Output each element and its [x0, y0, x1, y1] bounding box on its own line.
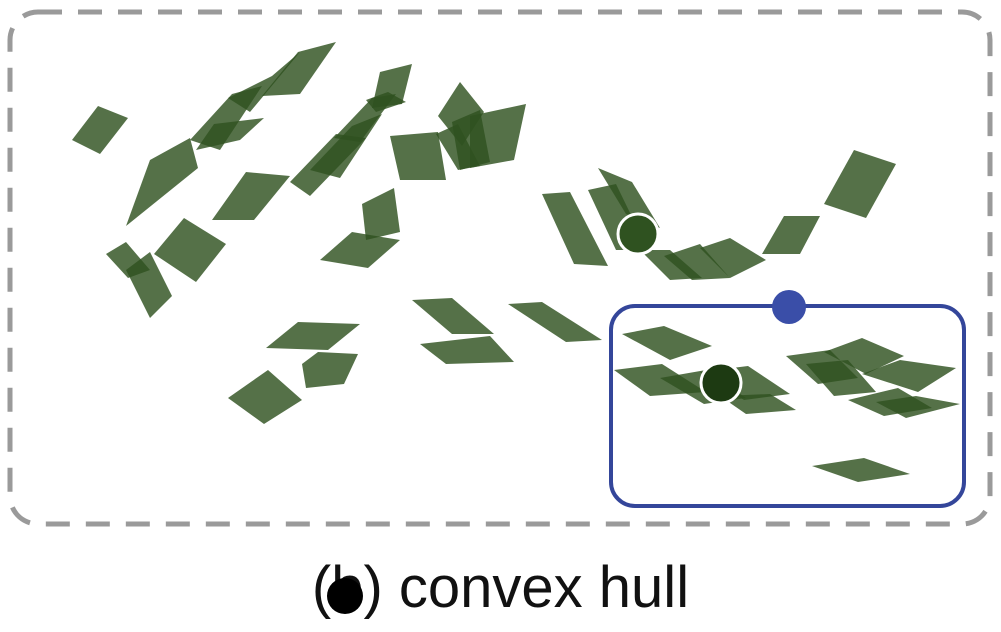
tile [212, 172, 290, 220]
tile [126, 252, 172, 318]
tile [154, 218, 226, 282]
tile [824, 150, 896, 218]
tile [72, 106, 128, 154]
tile [812, 458, 910, 482]
tile [700, 238, 766, 278]
tile [412, 298, 494, 334]
tile [420, 336, 514, 364]
tile [266, 322, 360, 350]
tile [196, 118, 264, 150]
tile [302, 352, 358, 388]
tile [508, 302, 602, 342]
tile [262, 42, 336, 96]
black-dot-marker [327, 578, 363, 614]
tile [470, 104, 526, 168]
tile [390, 132, 446, 180]
outer-dashed-frame [7, 9, 993, 527]
tile [664, 244, 730, 280]
tile [126, 138, 198, 226]
tile [876, 396, 960, 418]
tile [598, 168, 660, 228]
tile [542, 192, 608, 266]
tile [762, 216, 820, 254]
tile [362, 188, 400, 240]
tile [806, 360, 876, 396]
tile [862, 360, 956, 392]
tile [824, 338, 904, 374]
tile [228, 370, 302, 424]
figure-caption: (b) convex hull [311, 555, 690, 620]
tile [366, 92, 406, 112]
tile-cloud [72, 42, 960, 482]
tile [438, 82, 484, 146]
hull-handle[interactable] [772, 290, 806, 324]
centroid-marker [616, 212, 660, 256]
centroid-marker-selected [699, 361, 743, 405]
tile [720, 394, 796, 414]
tile [228, 52, 300, 112]
tile [320, 232, 400, 268]
tile [622, 326, 712, 360]
